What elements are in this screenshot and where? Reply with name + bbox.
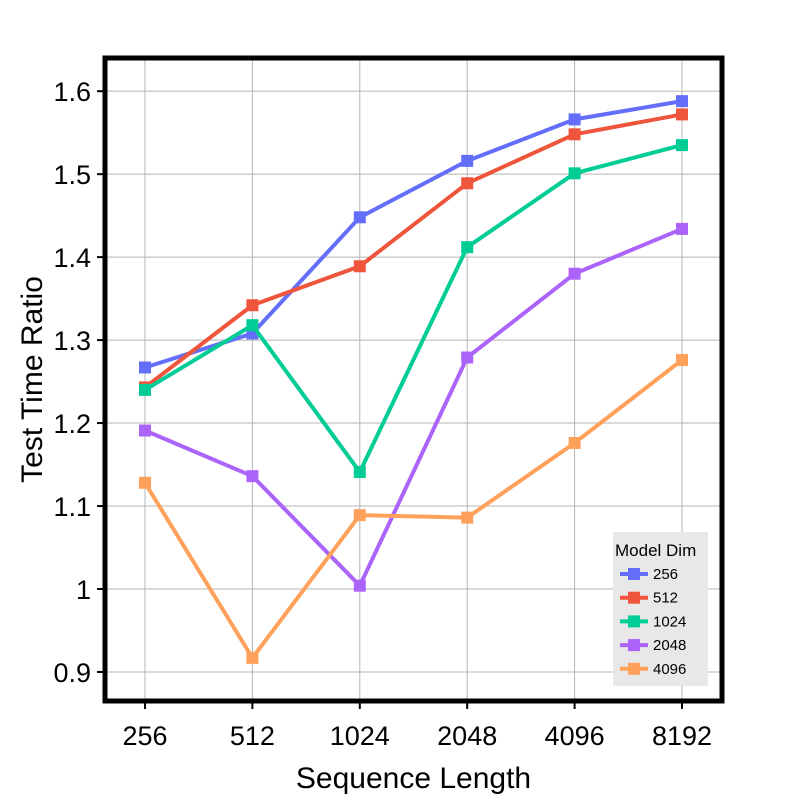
legend-swatch-marker — [628, 568, 640, 580]
data-point — [568, 267, 581, 280]
data-point — [353, 211, 366, 224]
data-point — [246, 470, 259, 483]
legend-label: 256 — [653, 566, 678, 583]
y-tick-label: 1.1 — [53, 492, 91, 522]
data-point — [676, 139, 688, 152]
data-point — [139, 476, 151, 489]
x-tick-label: 4096 — [545, 721, 605, 751]
data-point — [676, 95, 688, 108]
x-tick-label: 2048 — [437, 721, 497, 751]
series-line — [143, 112, 683, 389]
series-line — [143, 143, 683, 475]
legend-item: 2048 — [620, 637, 686, 654]
data-point — [139, 424, 151, 437]
series-layer — [139, 95, 688, 664]
data-point — [461, 351, 474, 364]
y-tick-label: 1.5 — [53, 160, 91, 190]
data-point — [461, 511, 474, 524]
y-tick-label: 1 — [76, 575, 91, 605]
data-point — [676, 222, 688, 235]
data-point — [568, 436, 581, 449]
y-axis-ticks: 0.9 1 1.1 1.2 1.3 1.4 1.5 1.6 — [53, 77, 105, 688]
legend-swatch-marker — [628, 591, 640, 604]
legend-item: 512 — [620, 590, 678, 607]
data-point — [461, 241, 474, 254]
x-axis-ticks: 256 512 1024 2048 4096 8192 — [122, 701, 712, 751]
data-point — [461, 177, 474, 190]
series-1024 — [139, 139, 688, 479]
data-point — [246, 319, 259, 332]
x-tick-label: 1024 — [330, 721, 390, 751]
y-tick-label: 1.3 — [53, 326, 91, 356]
x-tick-label: 256 — [122, 721, 167, 751]
legend-label: 2048 — [653, 637, 686, 654]
y-tick-label: 1.4 — [53, 243, 91, 273]
data-point — [353, 579, 366, 592]
legend-label: 1024 — [653, 613, 686, 630]
data-point — [568, 113, 581, 126]
data-point — [139, 361, 151, 374]
y-tick-label: 1.2 — [53, 409, 91, 439]
y-tick-label: 1.6 — [53, 77, 91, 107]
data-point — [246, 651, 259, 664]
legend-label: 512 — [653, 590, 678, 607]
x-tick-label: 8192 — [652, 721, 712, 751]
y-tick-label: 0.9 — [53, 658, 91, 688]
data-point — [461, 154, 474, 167]
series-line — [144, 227, 683, 588]
x-tick-label: 512 — [230, 721, 275, 751]
series-line — [144, 99, 683, 370]
series-2048 — [139, 222, 688, 592]
y-axis-title: Test Time Ratio — [16, 276, 49, 483]
legend-background — [613, 532, 708, 686]
series-4096 — [139, 354, 688, 664]
series-512 — [139, 108, 688, 394]
series-256 — [139, 95, 688, 374]
data-point — [568, 128, 581, 141]
data-point — [676, 108, 688, 121]
legend-swatch-marker — [628, 615, 640, 628]
legend-item: 256 — [620, 566, 678, 583]
legend: Model Dim 256 512 1024 2048 4096 — [613, 532, 708, 686]
data-point — [353, 509, 366, 522]
legend-swatch-marker — [628, 662, 640, 675]
data-point — [568, 167, 581, 180]
legend-item: 1024 — [620, 613, 686, 630]
x-axis-title: Sequence Length — [296, 762, 531, 795]
data-point — [246, 299, 259, 312]
data-point — [353, 260, 366, 273]
legend-title: Model Dim — [615, 541, 696, 560]
legend-item: 4096 — [620, 661, 686, 678]
legend-swatch-marker — [628, 639, 640, 652]
data-point — [139, 383, 151, 396]
plot-frame — [102, 55, 725, 704]
data-point — [353, 466, 366, 479]
legend-label: 4096 — [653, 661, 686, 678]
series-line — [143, 358, 684, 660]
data-point — [676, 354, 688, 367]
